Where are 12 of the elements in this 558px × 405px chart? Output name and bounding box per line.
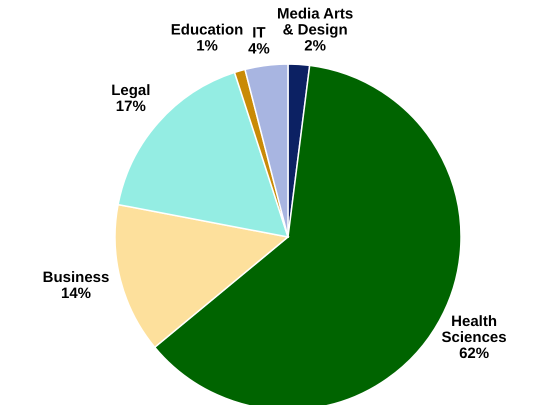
data-label: 14% <box>61 284 92 302</box>
slice-label: Legal <box>111 81 150 98</box>
data-label: 1% <box>196 37 218 54</box>
slice-label: Education <box>170 21 244 38</box>
slice-label: Health Sciences <box>442 312 507 346</box>
slice-label: Business <box>42 268 110 286</box>
data-label: 17% <box>116 97 146 114</box>
slice-label: IT <box>252 24 266 42</box>
slice-label: Media Arts & Design <box>277 5 354 38</box>
data-label: 4% <box>248 40 270 58</box>
data-label: 2% <box>304 37 326 54</box>
data-label: 62% <box>459 344 490 362</box>
